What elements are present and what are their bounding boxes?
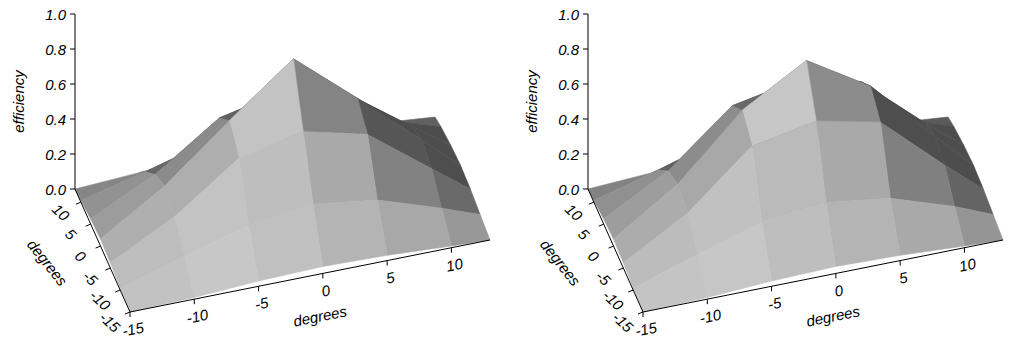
svg-text:10: 10	[562, 200, 586, 224]
svg-text:degrees: degrees	[24, 236, 71, 289]
svg-text:-15: -15	[96, 308, 124, 336]
svg-text:0.2: 0.2	[558, 146, 580, 163]
svg-text:0: 0	[320, 281, 332, 299]
svg-text:degrees: degrees	[805, 302, 862, 329]
svg-text:10: 10	[958, 255, 978, 275]
svg-text:0: 0	[585, 247, 603, 266]
svg-text:0.4: 0.4	[558, 111, 579, 128]
svg-text:0.6: 0.6	[45, 76, 67, 93]
svg-text:degrees: degrees	[537, 236, 584, 289]
svg-text:-15: -15	[121, 318, 146, 339]
svg-text:0.2: 0.2	[45, 146, 67, 163]
svg-text:-15: -15	[609, 308, 637, 336]
svg-text:0.6: 0.6	[558, 76, 580, 93]
svg-text:-10: -10	[86, 286, 114, 314]
svg-text:-10: -10	[698, 306, 723, 327]
svg-text:0.0: 0.0	[45, 181, 67, 198]
svg-text:0.4: 0.4	[45, 111, 66, 128]
svg-text:-5: -5	[80, 267, 102, 289]
svg-text:-5: -5	[253, 294, 270, 313]
svg-text:-10: -10	[185, 306, 210, 327]
svg-text:10: 10	[49, 200, 73, 224]
svg-text:-5: -5	[766, 294, 783, 313]
svg-text:0.0: 0.0	[558, 181, 580, 198]
svg-text:0: 0	[72, 247, 90, 266]
svg-text:1.0: 1.0	[558, 6, 580, 23]
svg-text:0.8: 0.8	[45, 41, 67, 58]
svg-text:-10: -10	[599, 286, 627, 314]
svg-text:-15: -15	[634, 318, 659, 339]
svg-text:5: 5	[575, 225, 593, 244]
svg-text:0.8: 0.8	[558, 41, 580, 58]
svg-text:efficiency: efficiency	[523, 69, 540, 133]
svg-text:efficiency: efficiency	[10, 69, 27, 133]
svg-text:5: 5	[897, 268, 909, 286]
svg-text:5: 5	[384, 268, 396, 286]
svg-text:degrees: degrees	[292, 302, 349, 329]
svg-text:10: 10	[445, 255, 465, 275]
svg-text:5: 5	[62, 225, 80, 244]
svg-text:0: 0	[833, 281, 845, 299]
svg-text:1.0: 1.0	[45, 6, 67, 23]
svg-text:-5: -5	[593, 267, 615, 289]
